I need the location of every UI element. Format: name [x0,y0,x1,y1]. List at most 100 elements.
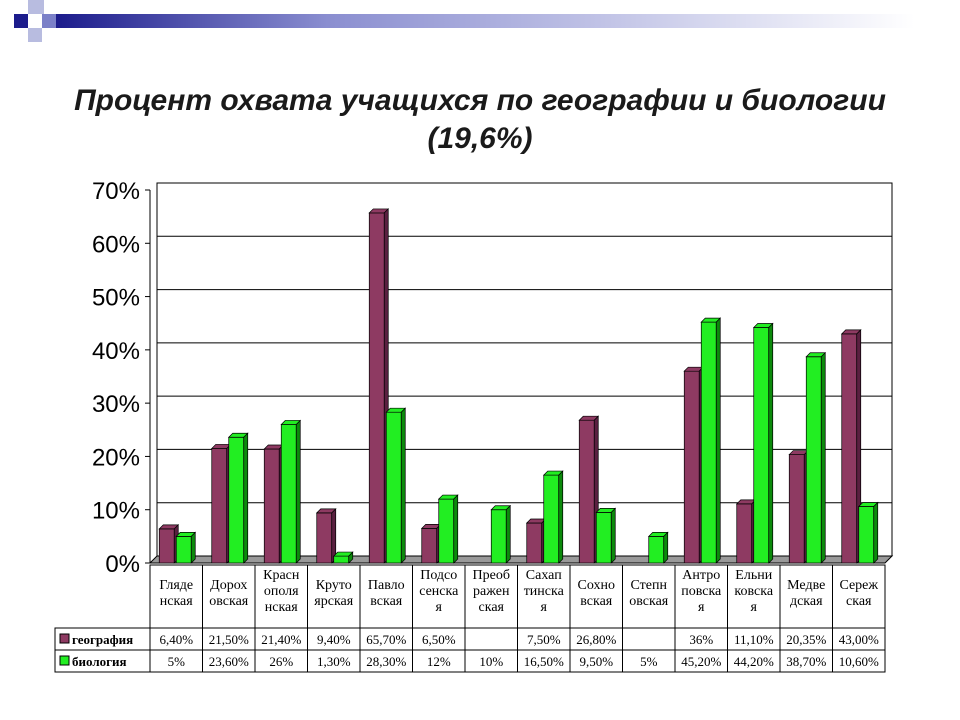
bar-биология [333,555,350,564]
y-tick-label: 10% [92,498,140,525]
data-value: 45,20% [681,654,721,669]
data-value: 16,50% [524,654,564,669]
category-label: вская [580,594,613,609]
data-value: 10% [479,654,503,669]
bar-биология [175,536,192,564]
data-value: 1,30% [317,654,351,669]
bar-биология [280,424,297,564]
category-label: Павло [368,578,405,593]
bar-география [578,419,595,564]
data-value: 38,70% [786,654,826,669]
y-tick-label: 60% [92,231,140,258]
bar-биология [438,498,455,564]
data-value: 23,60% [209,654,249,669]
decor-square-light [28,0,44,14]
category-label: ярская [314,594,353,609]
bar-география [736,503,753,564]
category-label: я [436,600,443,615]
category-label: ская [479,600,505,615]
bar-география [316,512,333,564]
category-label: Сахап [526,568,562,583]
bar-география [211,448,228,564]
category-label: Степн [631,578,668,593]
bar-side [453,494,459,564]
chart-title: Процент охвата учащихся по географии и б… [0,82,960,158]
legend-swatch [59,633,70,644]
bar-биология [858,506,875,564]
category-label: сенска [419,584,459,599]
legend-label: биология [72,654,127,669]
bar-география [788,454,805,564]
category-label: Гляде [159,578,193,593]
legend-swatch [59,655,70,666]
category-label: Преоб [473,568,510,583]
chart-floor [148,555,894,564]
bar-side [400,407,406,564]
data-value: 11,10% [734,632,774,647]
data-value: 20,35% [786,632,826,647]
bar-side [243,432,249,564]
data-value: 36% [689,632,713,647]
category-label: Подсо [420,568,457,583]
bar-география [683,370,700,564]
data-value: 43,00% [839,632,879,647]
data-value: 21,50% [209,632,249,647]
category-label: ковска [734,584,773,599]
category-label: дская [790,594,823,609]
category-label: Медве [787,578,825,593]
data-value: 26,80% [576,632,616,647]
bar-география [368,212,385,564]
category-label: повска [681,584,722,599]
data-value: 5% [640,654,658,669]
data-value: 12% [427,654,451,669]
category-label: нская [160,594,194,609]
bar-side [768,322,774,564]
bar-биология [490,509,507,564]
decor-square-blue [14,14,28,28]
bar-биология [228,436,245,564]
category-label: Круто [316,578,352,593]
category-label: овская [209,594,249,609]
bar-биология [648,536,665,564]
data-value: 5% [168,654,186,669]
bar-биология [595,512,612,564]
category-label: я [541,600,548,615]
bar-side [190,531,196,564]
bar-география [263,448,280,564]
legend-label: география [72,632,133,647]
category-label: Красн [263,568,300,583]
category-label: ражен [473,584,510,599]
bar-side [610,507,616,564]
y-tick-label: 0% [105,551,140,578]
category-label: тинска [524,584,565,599]
bar-side [663,531,669,564]
data-value: 9,50% [579,654,613,669]
bar-side [715,317,721,564]
y-tick-label: 70% [92,178,140,205]
bar-биология [805,356,822,564]
subtitle-text: (19,6%) [427,122,533,155]
bar-биология [700,321,717,564]
category-label: нская [265,600,299,615]
bar-биология [753,327,770,564]
decor-gradient-bar [56,14,960,28]
bar-side [873,501,879,564]
category-label: овская [629,594,669,609]
data-value: 10,60% [839,654,879,669]
data-value: 26% [269,654,293,669]
data-value: 65,70% [366,632,406,647]
bar-side [348,551,354,564]
data-value: 6,40% [159,632,193,647]
bar-side [558,470,564,564]
bar-side [820,351,826,564]
bar-география [526,522,543,564]
decor-square-mid [42,14,56,28]
category-label: Сереж [839,578,878,593]
bar-side [505,504,511,564]
category-label: вская [370,594,403,609]
category-label: я [698,600,705,615]
title-text: Процент охвата учащихся по географии и б… [74,84,886,117]
y-tick-label: 50% [92,285,140,312]
bar-биология [543,474,560,564]
